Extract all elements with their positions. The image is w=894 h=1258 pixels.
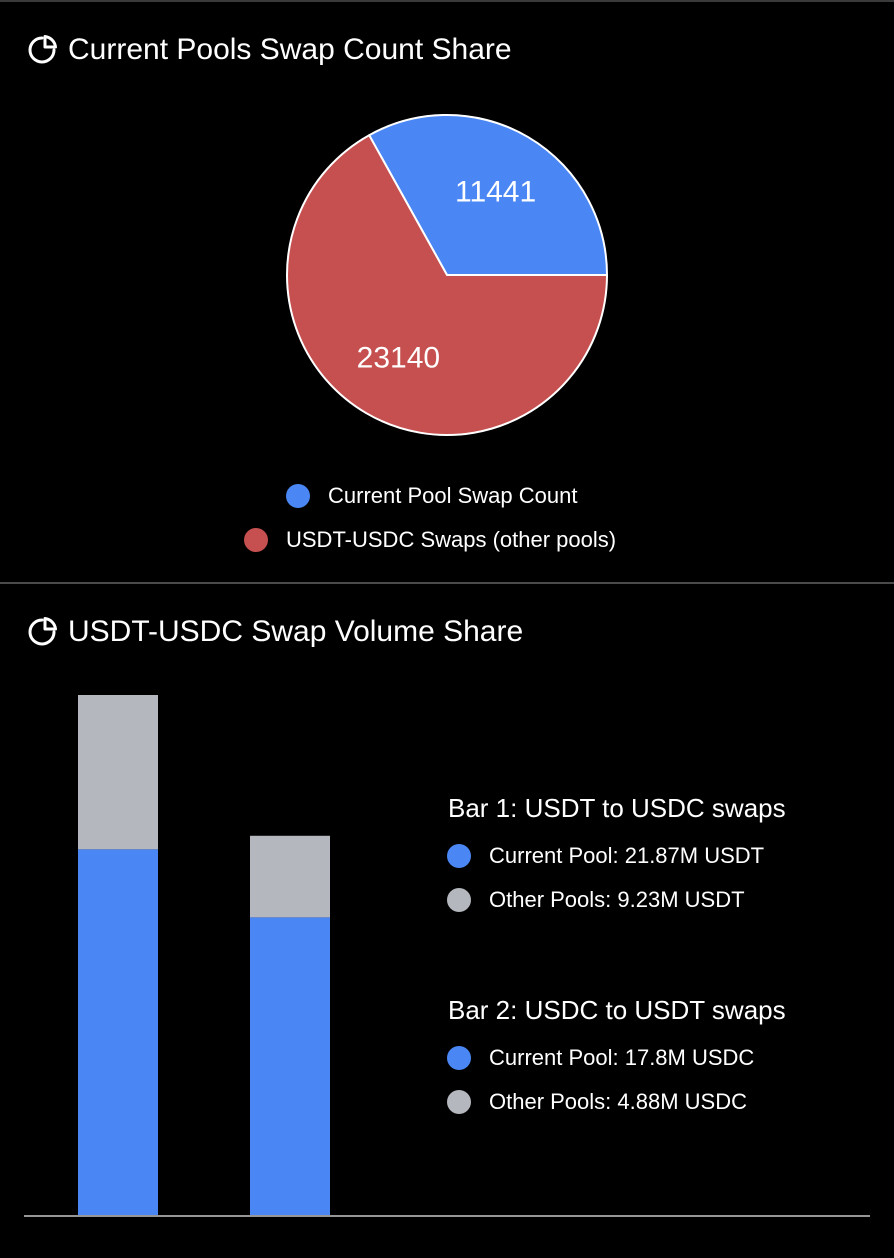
legend-label: USDT-USDC Swaps (other pools) bbox=[286, 527, 617, 552]
legend-label: Other Pools: 4.88M USDC bbox=[489, 1089, 747, 1114]
bar-2-other-pools bbox=[250, 835, 330, 918]
legend-label: Current Pool Swap Count bbox=[328, 483, 578, 508]
legend-swatch-blue bbox=[447, 844, 471, 868]
stacked-bar-chart bbox=[24, 695, 870, 1217]
bar-chart-title-text: USDT-USDC Swap Volume Share bbox=[68, 615, 524, 648]
bar-2-current-pool bbox=[250, 917, 330, 1215]
legend-label: Current Pool: 21.87M USDT bbox=[489, 843, 765, 868]
top-border bbox=[0, 0, 894, 2]
bar2-key-other-pools: Other Pools: 4.88M USDC bbox=[447, 1089, 747, 1115]
bar-1-current-pool bbox=[78, 849, 158, 1215]
pie-chart-title: Current Pools Swap Count Share bbox=[26, 30, 512, 70]
legend-item-other-pools: USDT-USDC Swaps (other pools) bbox=[244, 527, 616, 553]
bar1-key-other-pools: Other Pools: 9.23M USDT bbox=[447, 887, 745, 913]
legend-swatch-blue bbox=[447, 1046, 471, 1070]
section-divider bbox=[0, 582, 894, 584]
bar2-key-current-pool: Current Pool: 17.8M USDC bbox=[447, 1045, 754, 1071]
pie-slice-label-0: 11441 bbox=[455, 176, 536, 209]
legend-swatch-grey bbox=[447, 888, 471, 912]
pie-slice-0 bbox=[367, 114, 609, 276]
legend-item-current-pool: Current Pool Swap Count bbox=[286, 483, 577, 509]
legend-label: Current Pool: 17.8M USDC bbox=[489, 1045, 755, 1070]
bar1-key-current-pool: Current Pool: 21.87M USDT bbox=[447, 843, 764, 869]
legend-swatch-blue bbox=[286, 484, 310, 508]
legend-label: Other Pools: 9.23M USDT bbox=[489, 887, 745, 912]
legend-swatch-red bbox=[244, 528, 268, 552]
pie-slice-label-1: 23140 bbox=[357, 341, 440, 374]
bar-chart-title: USDT-USDC Swap Volume Share bbox=[26, 612, 523, 652]
pie-chart-icon bbox=[28, 617, 57, 646]
pie-chart: 11441 23140 bbox=[286, 114, 609, 436]
bar2-key-title: Bar 2: USDC to USDT swaps bbox=[448, 995, 786, 1025]
pie-chart-title-text: Current Pools Swap Count Share bbox=[68, 33, 512, 66]
bar1-key-title: Bar 1: USDT to USDC swaps bbox=[448, 793, 786, 823]
pie-chart-icon bbox=[28, 35, 57, 64]
pie-slice-1 bbox=[286, 133, 609, 436]
legend-swatch-grey bbox=[447, 1090, 471, 1114]
bar-1-other-pools bbox=[78, 695, 158, 850]
